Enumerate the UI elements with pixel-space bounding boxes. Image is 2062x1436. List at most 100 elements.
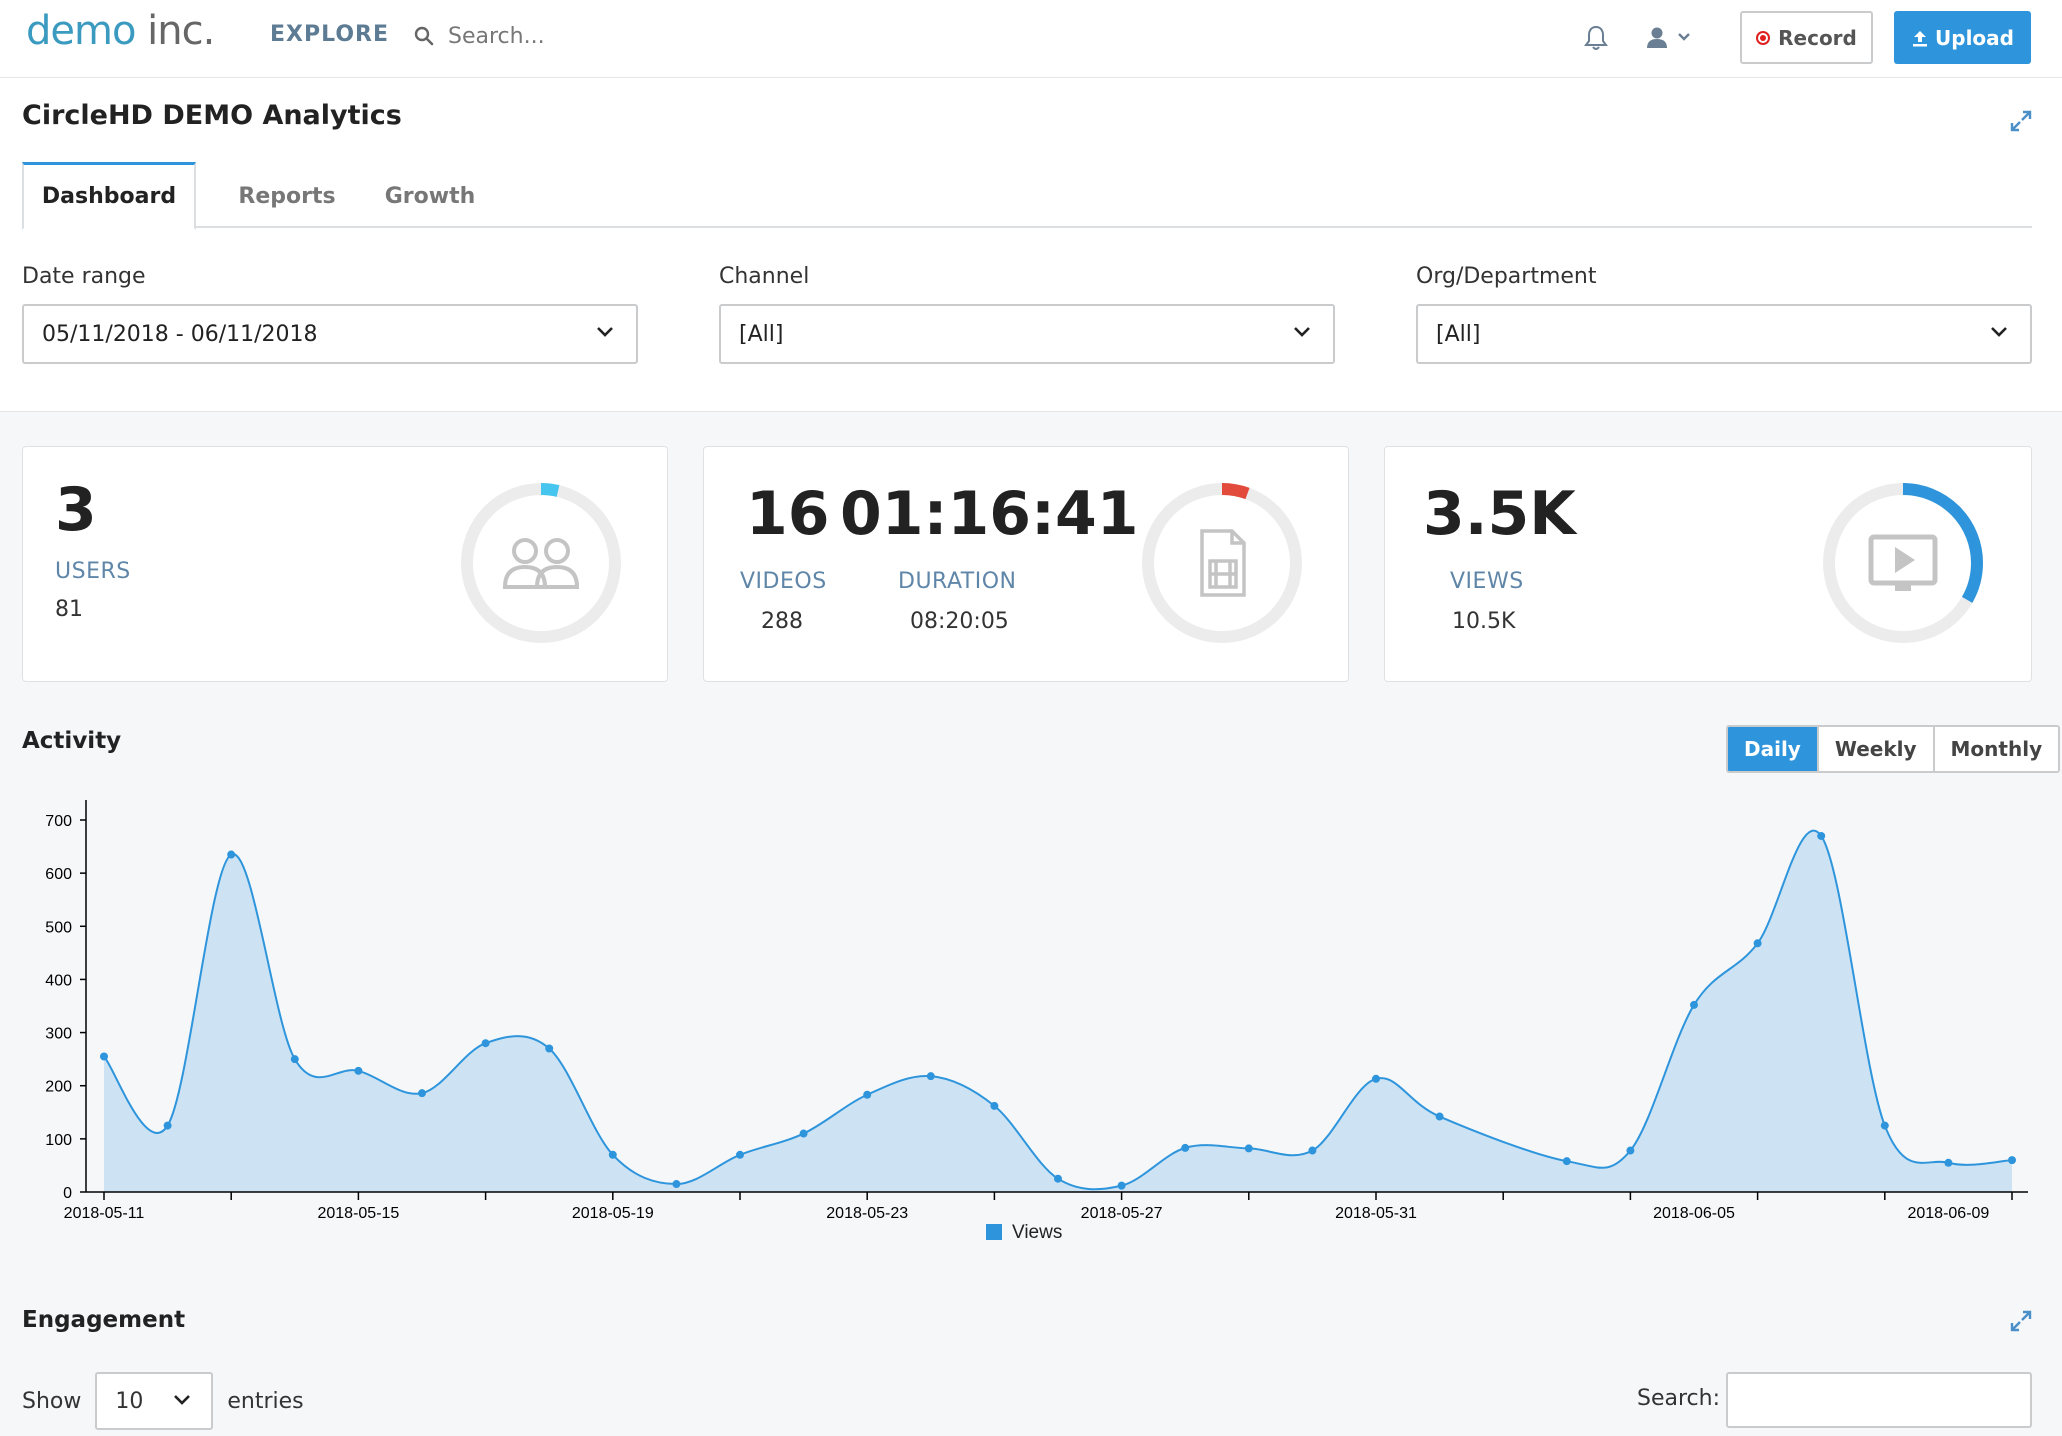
- y-tick-label: 400: [45, 972, 72, 989]
- chevron-down-icon: [597, 327, 613, 337]
- data-point: [1372, 1074, 1380, 1083]
- engagement-title: Engagement: [22, 1307, 186, 1333]
- data-point: [227, 850, 236, 859]
- y-tick-label: 500: [45, 919, 72, 936]
- date-range-value: 05/11/2018 - 06/11/2018: [42, 321, 318, 347]
- video-player-icon: [1868, 534, 1938, 591]
- views-caption: VIEWS: [1450, 569, 1524, 594]
- record-label: Record: [1778, 25, 1857, 50]
- duration-total: 08:20:05: [910, 609, 1009, 634]
- tab-reports[interactable]: Reports: [238, 183, 336, 209]
- logo-part1: demo: [26, 8, 136, 54]
- duration-value: 01:16:41: [840, 479, 1139, 549]
- data-point: [1944, 1158, 1953, 1167]
- entries-label: entries: [227, 1388, 304, 1414]
- users-card: 3 USERS 81: [22, 446, 668, 682]
- page-title: CircleHD DEMO Analytics: [22, 100, 402, 131]
- data-point: [863, 1090, 872, 1099]
- videos-count: 16: [746, 479, 830, 549]
- user-icon: [1647, 27, 1690, 48]
- users-caption: USERS: [55, 559, 131, 584]
- data-point: [1181, 1143, 1190, 1152]
- y-tick-label: 600: [45, 866, 72, 883]
- data-point: [736, 1150, 744, 1159]
- data-point: [1880, 1121, 1889, 1130]
- logo-part2: inc.: [147, 8, 215, 54]
- daily-button[interactable]: Daily: [1728, 727, 1817, 771]
- data-point: [545, 1044, 554, 1053]
- data-point: [1753, 939, 1762, 948]
- weekly-button[interactable]: Weekly: [1816, 727, 1933, 771]
- channel-label: Channel: [719, 264, 810, 289]
- data-point: [1690, 1000, 1698, 1009]
- upload-label: Upload: [1935, 25, 2014, 50]
- top-navbar: demo inc. EXPLORE Record Upload: [0, 0, 2062, 78]
- entries-select[interactable]: 10: [95, 1372, 214, 1430]
- data-point: [1244, 1144, 1253, 1153]
- user-menu[interactable]: [1645, 26, 1697, 54]
- monthly-button[interactable]: Monthly: [1932, 727, 2059, 771]
- logo[interactable]: demo inc.: [26, 8, 215, 54]
- data-point: [418, 1089, 426, 1098]
- data-point: [163, 1121, 172, 1130]
- views-area: [104, 830, 2012, 1192]
- x-tick-label: 2018-06-05: [1653, 1205, 1735, 1222]
- channel-select[interactable]: [All]: [719, 304, 1335, 364]
- explore-link[interactable]: EXPLORE: [270, 22, 390, 47]
- x-tick-label: 2018-05-27: [1081, 1205, 1163, 1222]
- data-point: [672, 1180, 681, 1189]
- legend-swatch: [986, 1224, 1002, 1240]
- show-label: Show: [22, 1388, 82, 1414]
- date-range-select[interactable]: 05/11/2018 - 06/11/2018: [22, 304, 638, 364]
- videos-card: 16 01:16:41 VIDEOS DURATION 288 08:20:05: [703, 446, 1349, 682]
- x-tick-label: 2018-06-09: [1907, 1205, 1989, 1222]
- activity-chart: 0 100 200 300 400 500 600 700 2018-05-11 2018-05-…: [45, 800, 2028, 1243]
- duration-caption: DURATION: [898, 569, 1017, 594]
- x-tick-label: 2018-05-31: [1335, 1205, 1417, 1222]
- videos-total: 288: [761, 609, 803, 634]
- data-point: [1562, 1157, 1571, 1166]
- data-point: [290, 1055, 299, 1064]
- x-tick-label: 2018-05-19: [572, 1205, 654, 1222]
- data-point: [608, 1150, 617, 1159]
- x-tick-label: 2018-05-11: [64, 1205, 145, 1222]
- data-point: [1817, 831, 1826, 840]
- activity-title: Activity: [22, 728, 122, 754]
- data-point: [1626, 1146, 1635, 1155]
- upload-icon: [1913, 30, 1928, 46]
- entries-value: 10: [115, 1388, 144, 1414]
- date-range-label: Date range: [22, 264, 146, 289]
- users-ring: [461, 483, 621, 643]
- org-value: [All]: [1436, 321, 1481, 347]
- y-tick-label: 300: [45, 1026, 72, 1043]
- global-search: [410, 18, 770, 54]
- record-button[interactable]: Record: [1740, 11, 1873, 64]
- y-tick-label: 700: [45, 813, 72, 830]
- views-line: [103, 829, 2013, 1191]
- table-search-input[interactable]: [1726, 1372, 2032, 1428]
- chevron-down-icon: [1294, 327, 1310, 337]
- users-total: 81: [55, 597, 83, 622]
- data-point: [1117, 1181, 1126, 1190]
- bell-icon[interactable]: [1583, 24, 1609, 52]
- expand-icon[interactable]: [2010, 110, 2032, 132]
- period-toggle: Daily Weekly Monthly: [1726, 725, 2061, 773]
- tab-growth[interactable]: Growth: [384, 183, 476, 209]
- tab-dashboard[interactable]: Dashboard: [22, 162, 196, 230]
- users-icon: [502, 538, 580, 589]
- upload-button[interactable]: Upload: [1894, 11, 2031, 64]
- data-point: [1054, 1174, 1062, 1183]
- data-point: [799, 1129, 808, 1138]
- videos-caption: VIDEOS: [740, 569, 827, 594]
- legend-label: Views: [1012, 1222, 1062, 1243]
- channel-value: [All]: [739, 321, 784, 347]
- data-point: [990, 1101, 999, 1110]
- views-ring: [1823, 483, 1983, 643]
- chevron-down-icon: [1991, 327, 2007, 337]
- table-search-label: Search:: [1637, 1386, 1720, 1411]
- views-total: 10.5K: [1452, 609, 1516, 634]
- search-input[interactable]: [448, 18, 768, 54]
- org-select[interactable]: [All]: [1416, 304, 2032, 364]
- expand-icon[interactable]: [2010, 1310, 2032, 1332]
- chevron-down-icon: [174, 1395, 191, 1405]
